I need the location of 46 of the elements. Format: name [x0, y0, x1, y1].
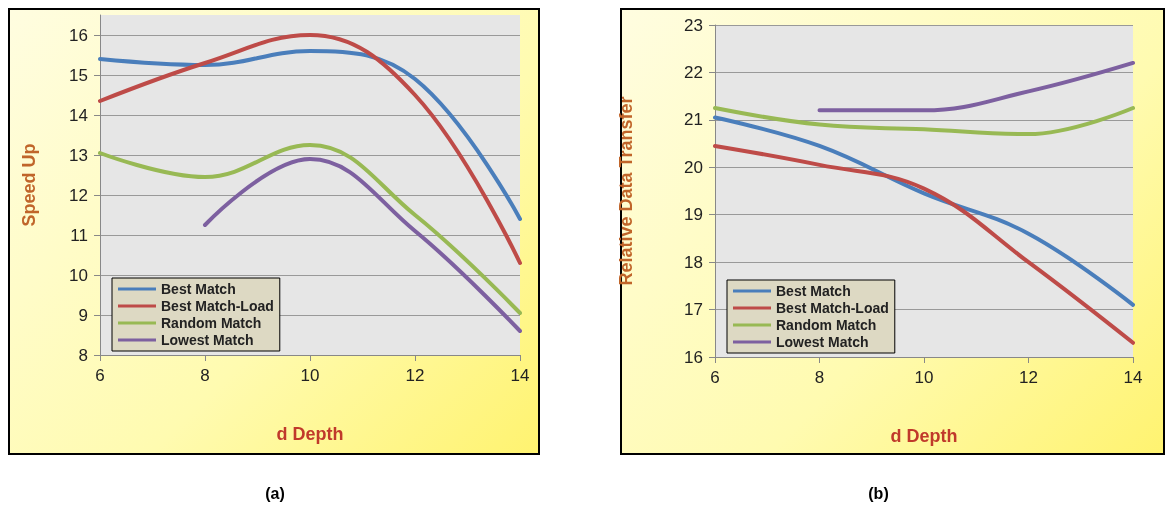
- x-tick-label: 8: [814, 368, 825, 387]
- y-tick-label: 19: [684, 205, 703, 225]
- legend-label: Best Match-Load: [776, 300, 889, 316]
- legend-label: Random Match: [776, 317, 877, 333]
- text: (b): [868, 484, 889, 502]
- legend-label: Best Match: [776, 283, 851, 299]
- y-tick-label: 18: [684, 252, 703, 272]
- line-series: [713, 106, 1135, 137]
- x-tick-label: 10: [300, 366, 320, 385]
- x-tick-label: 6: [710, 368, 720, 387]
- line-series: [98, 49, 522, 221]
- y-tick-label: 23: [684, 15, 703, 35]
- text: (a): [265, 484, 285, 502]
- legend-label: Lowest Match: [776, 334, 869, 350]
- y-tick-label: 15: [69, 65, 88, 85]
- y-tick-label: 20: [684, 157, 703, 177]
- y-tick-label: 12: [69, 185, 88, 205]
- line-series: [713, 143, 1135, 345]
- y-tick-label: 9: [78, 305, 88, 325]
- x-axis-title: d Depth: [276, 424, 344, 444]
- line-series: [98, 143, 522, 315]
- x-tick-label: 12: [405, 366, 425, 385]
- line-series: [98, 33, 522, 265]
- y-tick-label: 10: [69, 265, 88, 285]
- legend-label: Best Match-Load: [161, 298, 274, 314]
- x-tick-label: 14: [510, 366, 530, 385]
- y-tick-label: 21: [684, 110, 703, 130]
- y-tick-label: 14: [69, 105, 88, 125]
- legend-label: Random Match: [161, 315, 262, 331]
- x-tick-label: 14: [1123, 368, 1143, 387]
- legend-label: Lowest Match: [161, 332, 254, 348]
- y-tick-label: 17: [684, 300, 703, 320]
- y-tick-label: 8: [78, 345, 88, 365]
- x-tick-label: 6: [95, 366, 105, 385]
- y-tick-label: 11: [70, 225, 88, 245]
- x-axis-title: d Depth: [890, 426, 958, 446]
- y-tick-label: 16: [684, 347, 703, 367]
- y-tick-label: 22: [684, 62, 703, 82]
- y-tick-label: 13: [69, 145, 88, 165]
- x-tick-label: 8: [200, 366, 210, 385]
- y-axis-title: Relative Data Transfer: [616, 96, 636, 286]
- y-tick-label: 16: [69, 25, 88, 45]
- x-tick-label: 12: [1019, 368, 1038, 387]
- y-axis-title: Speed Up: [19, 143, 39, 227]
- legend-label: Best Match: [161, 281, 236, 297]
- x-tick-label: 10: [914, 368, 934, 387]
